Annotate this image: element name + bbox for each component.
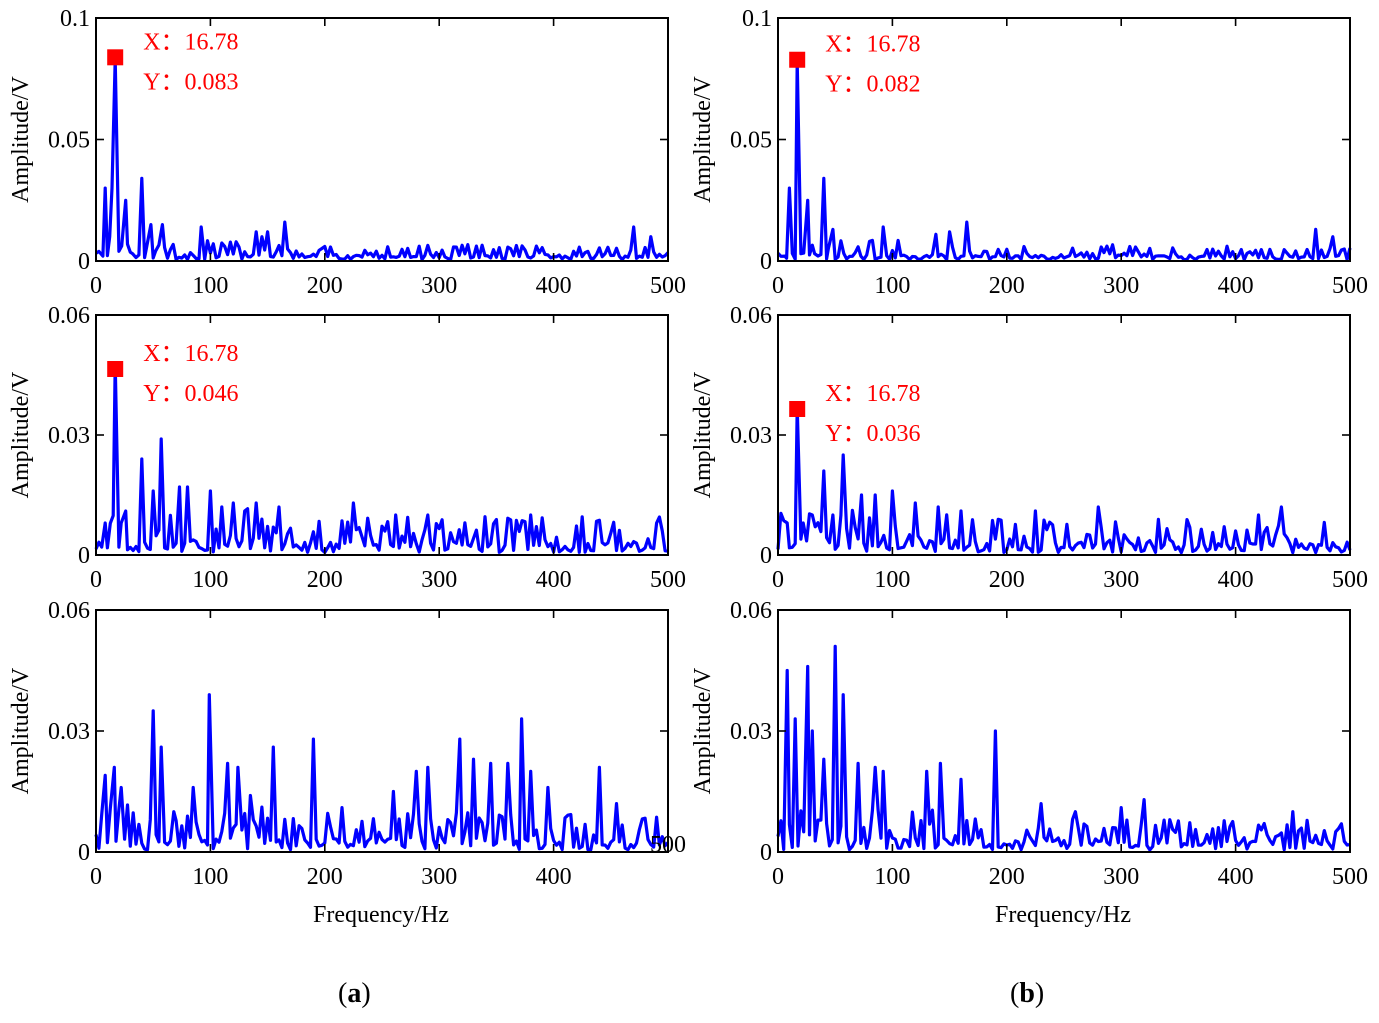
y-tick-label: 0.06	[730, 303, 772, 329]
series-line	[776, 644, 1351, 852]
panel-a3: 0 100 200 300 400 0 0.03 0.06 Amplitude/V Frequen…	[8, 598, 670, 928]
datatip-y-text: Y：0.082	[825, 72, 920, 98]
y-tick-label: 0.03	[730, 719, 772, 745]
x-tick-label: 300	[1103, 273, 1139, 299]
series-line	[95, 57, 670, 262]
x-axis-label: Frequency/Hz	[313, 902, 449, 928]
y-tick-label: 0	[760, 543, 772, 569]
x-tick-label: 500	[1332, 567, 1368, 593]
panel-a2: 0 100 200 300 400 500 0 0.03 0.06 Amplitude/V X：16…	[8, 303, 686, 593]
y-tick-label: 0.05	[48, 128, 90, 154]
y-tick-label: 0	[78, 249, 90, 275]
caption-a-open: (	[338, 978, 348, 1009]
panel-b3: 0 100 200 300 400 500 0 0.03 0.06 Amplitude/V Freq…	[690, 598, 1368, 928]
x-tick-label: 100	[192, 273, 228, 299]
x-tick-label: 200	[989, 273, 1025, 299]
y-tick-label: 0.03	[730, 423, 772, 449]
caption-b-letter: b	[1019, 978, 1035, 1009]
datatip-x-text: X：16.78	[143, 29, 238, 55]
y-tick-label: 0.06	[730, 598, 772, 624]
y-tick-label: 0.06	[48, 598, 90, 624]
y-tick-label: 0	[78, 840, 90, 866]
caption-a-letter: a	[347, 978, 362, 1009]
x-tick-label: 0	[90, 864, 102, 890]
datatip-marker	[107, 49, 124, 66]
x-tick-label: 0	[772, 273, 784, 299]
x-tick-label: 100	[874, 864, 910, 890]
x-tick-label: 200	[989, 567, 1025, 593]
y-axis-label: Amplitude/V	[690, 667, 716, 794]
x-tick-label: 500	[1332, 864, 1368, 890]
y-axis-label: Amplitude/V	[690, 76, 716, 203]
x-tick-label: 100	[192, 864, 228, 890]
y-axis-label: Amplitude/V	[8, 667, 34, 794]
y-tick-label: 0	[760, 249, 772, 275]
x-tick-label: 300	[421, 864, 457, 890]
y-tick-label: 0.06	[48, 303, 90, 329]
x-axis-label: Frequency/Hz	[995, 902, 1131, 928]
y-tick-label: 0	[760, 840, 772, 866]
x-tick-label: 0	[90, 567, 102, 593]
x-tick-label: 400	[1218, 864, 1254, 890]
y-tick-label: 0.03	[48, 423, 90, 449]
datatip-y-text: Y：0.046	[143, 381, 238, 407]
datatip-marker	[789, 51, 806, 68]
x-tick-label: 400	[536, 567, 572, 593]
datatip-y-text: Y：0.083	[143, 69, 238, 95]
datatip-y-text: Y：0.036	[825, 421, 920, 447]
x-tick-label: 100	[874, 567, 910, 593]
series-line	[94, 693, 670, 852]
x-tick-label: 200	[307, 273, 343, 299]
panel-b2: 0 100 200 300 400 500 0 0.03 0.06 Amplitude/V X：16…	[690, 303, 1368, 593]
x-tick-label: 0	[772, 567, 784, 593]
x-tick-label: 500	[1332, 273, 1368, 299]
x-tick-label: 0	[90, 273, 102, 299]
y-tick-label: 0.05	[730, 128, 772, 154]
x-tick-label: 200	[989, 864, 1025, 890]
x-tick-label: 300	[421, 567, 457, 593]
y-tick-label: 0.1	[742, 6, 772, 32]
datatip-x-text: X：16.78	[825, 32, 920, 58]
x-tick-label: 300	[1103, 864, 1139, 890]
x-tick-label: 200	[307, 864, 343, 890]
caption-a: (a)	[338, 978, 371, 1010]
axes-box	[777, 609, 1351, 853]
series-line	[776, 405, 1352, 555]
x-tick-label: 400	[536, 864, 572, 890]
y-axis-label: Amplitude/V	[8, 76, 34, 203]
axes-box	[95, 609, 669, 853]
x-tick-label: 200	[307, 567, 343, 593]
panel-a1: 0 100 200 300 400 500 0 0.05 0.1 Amplitude/V X：16.…	[8, 6, 686, 299]
caption-b-open: (	[1010, 978, 1020, 1009]
datatip-x-text: X：16.78	[143, 341, 238, 367]
caption-a-close: )	[361, 978, 371, 1009]
datatip-marker	[107, 361, 124, 377]
stray-tick-label: 500	[650, 832, 686, 858]
y-axis-label: Amplitude/V	[8, 371, 34, 498]
caption-b: (b)	[1010, 978, 1044, 1010]
datatip-marker	[789, 401, 806, 417]
x-tick-label: 0	[772, 864, 784, 890]
series-line	[776, 60, 1352, 262]
x-tick-label: 400	[1218, 567, 1254, 593]
y-tick-label: 0.03	[48, 719, 90, 745]
x-tick-label: 100	[192, 567, 228, 593]
y-tick-label: 0	[78, 543, 90, 569]
caption-b-close: )	[1034, 978, 1045, 1009]
x-tick-label: 100	[874, 273, 910, 299]
y-axis-label: Amplitude/V	[690, 371, 716, 498]
x-tick-label: 400	[1218, 273, 1254, 299]
x-tick-label: 500	[650, 567, 686, 593]
x-tick-label: 400	[536, 273, 572, 299]
x-tick-label: 300	[1103, 567, 1139, 593]
datatip-x-text: X：16.78	[825, 381, 920, 407]
x-tick-label: 300	[421, 273, 457, 299]
panel-b1: 0 100 200 300 400 500 0 0.05 0.1 Amplitude/V X：16.…	[690, 6, 1368, 299]
x-tick-label: 500	[650, 273, 686, 299]
series-line	[94, 361, 669, 554]
y-tick-label: 0.1	[60, 6, 90, 32]
